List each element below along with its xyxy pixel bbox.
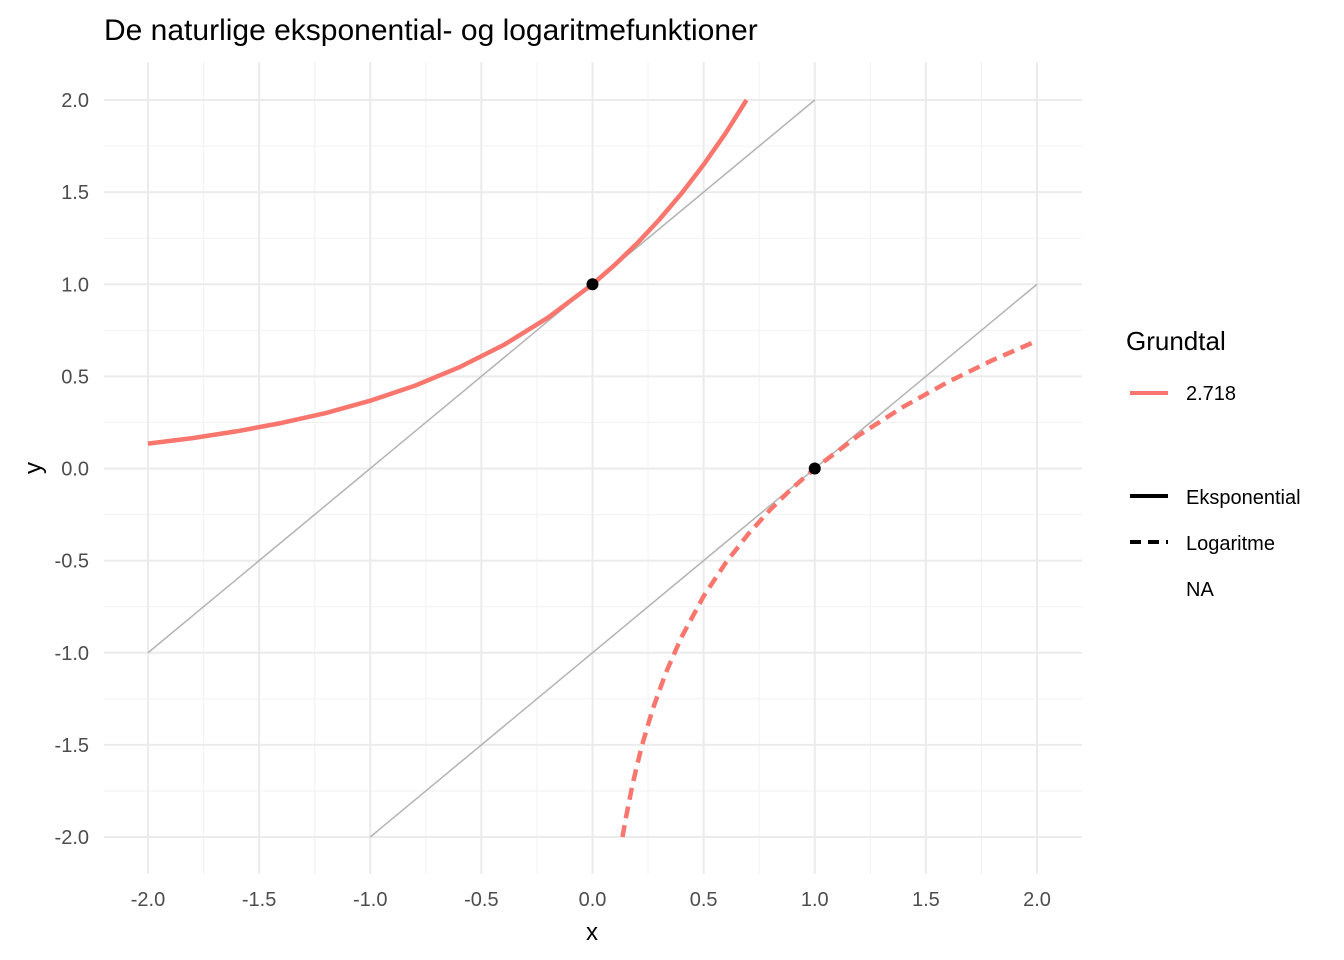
x-tick-label: 0.5 (690, 889, 718, 911)
legend-label-eksponential: Eksponential (1186, 487, 1301, 509)
x-tick-label: 2.0 (1023, 889, 1051, 911)
x-tick-labels: -2.0 -1.5 -1.0 -0.5 0.0 0.5 1.0 1.5 2.0 (131, 889, 1051, 911)
x-tick-label: 0.0 (579, 889, 607, 911)
y-tick-label: 2.0 (61, 90, 89, 112)
chart-title: De naturlige eksponential- og logaritmef… (104, 14, 758, 47)
tangent-lines (147, 99, 1038, 838)
legend-label-base: 2.718 (1186, 383, 1236, 405)
legend: Grundtal 2.718 Eksponential Logaritme NA (1126, 326, 1301, 601)
tangent-exp (147, 99, 816, 654)
legend-label-na: NA (1186, 579, 1214, 601)
y-tick-labels: -2.0 -1.5 -1.0 -0.5 0.0 0.5 1.0 1.5 2.0 (55, 90, 89, 849)
y-tick-label: -1.0 (55, 643, 89, 665)
y-tick-label: -2.0 (55, 827, 89, 849)
highlight-points (586, 278, 821, 475)
grid-major (104, 62, 1082, 874)
x-tick-label: -1.0 (353, 889, 387, 911)
y-tick-label: 0.5 (61, 366, 89, 388)
point-exp (586, 278, 599, 291)
legend-label-logaritme: Logaritme (1186, 533, 1275, 555)
x-tick-label: 1.5 (912, 889, 940, 911)
series-eksponential (147, 98, 749, 446)
y-tick-label: 1.0 (61, 274, 89, 296)
legend-title: Grundtal (1126, 326, 1226, 356)
y-tick-label: -1.5 (55, 735, 89, 757)
y-axis-label: y (20, 462, 47, 474)
y-tick-label: 0.0 (61, 459, 89, 481)
series-lines (147, 98, 1038, 838)
x-tick-label: -0.5 (464, 889, 498, 911)
x-tick-label: -2.0 (131, 889, 165, 911)
x-axis-label: x (586, 919, 598, 946)
x-tick-label: -1.5 (242, 889, 276, 911)
point-log (808, 462, 821, 475)
x-tick-label: 1.0 (801, 889, 829, 911)
series-logaritme (620, 338, 1038, 838)
y-tick-label: 1.5 (61, 182, 89, 204)
y-tick-label: -0.5 (55, 551, 89, 573)
tangent-log (369, 283, 1038, 838)
